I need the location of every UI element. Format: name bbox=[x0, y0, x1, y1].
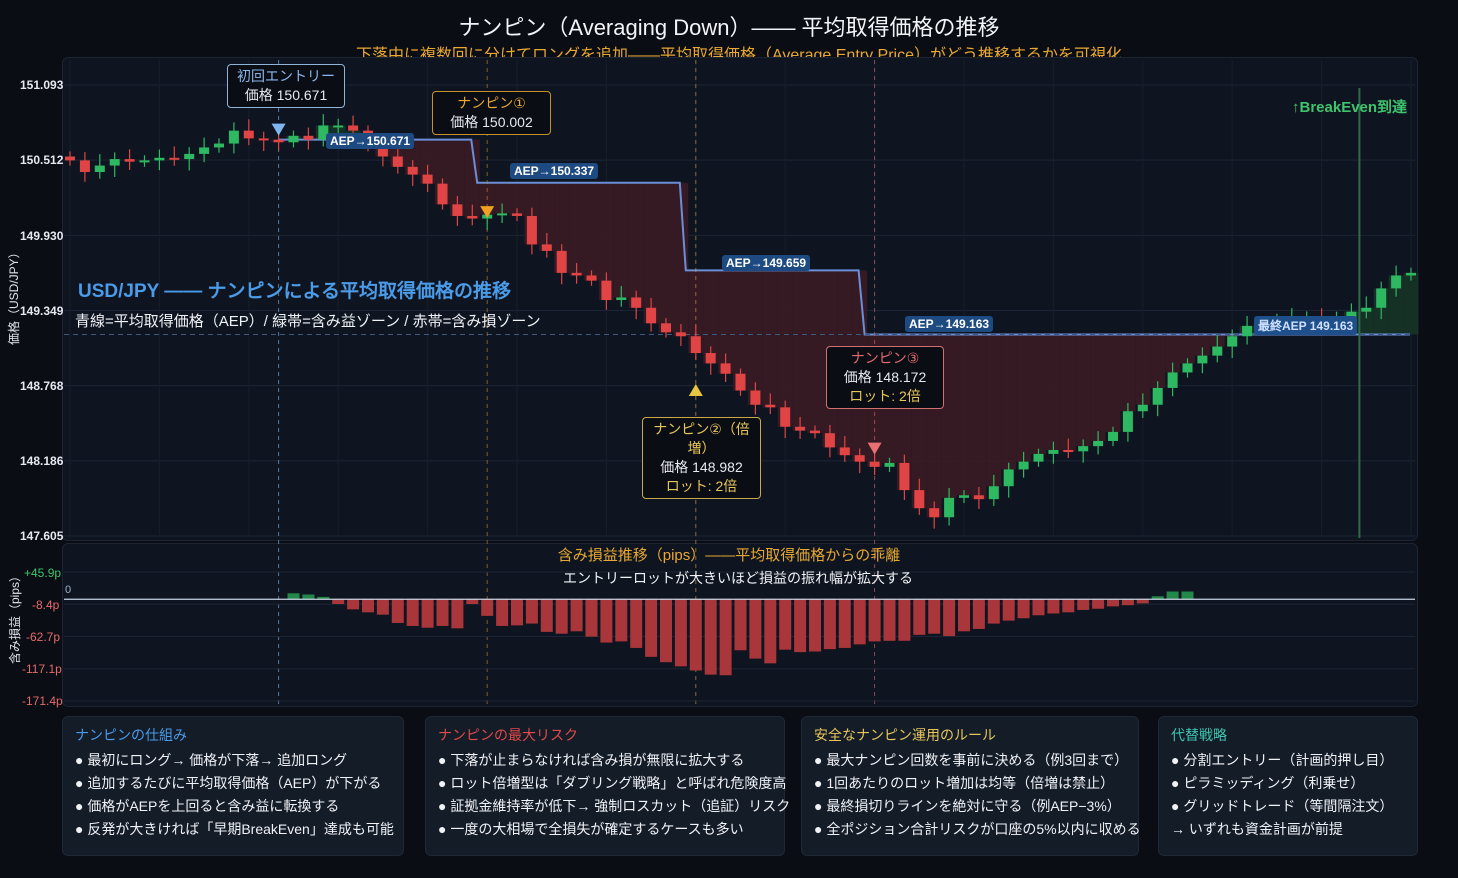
card-risk: ナンピンの最大リスク ● 下落が止まらなければ含み損が無限に拡大する ● ロット… bbox=[425, 716, 791, 856]
card-item: ● 1回あたりのロット増加は均等（倍増は禁止） bbox=[814, 775, 1115, 791]
card-alternatives: 代替戦略 ● 分割エントリー（計画的押し目） ● ピラミッディング（利乗せ） ●… bbox=[1158, 716, 1418, 856]
callout-initial-entry: 初回エントリー 価格 150.671 bbox=[227, 64, 345, 108]
y-tick: 148.186 bbox=[20, 454, 64, 468]
chart-title: ナンピン（Averaging Down）—— 平均取得価格の推移 bbox=[458, 15, 1000, 40]
card-item: ● 一度の大相場で全損失が確定するケースも多い bbox=[438, 821, 744, 837]
card-item: ● 最大ナンピン回数を事前に決める（例3回まで） bbox=[814, 752, 1129, 768]
callout-title: ナンピン③ bbox=[850, 350, 920, 366]
aep-tag-4: AEP→149.163 bbox=[905, 316, 994, 332]
card-item: ● 価格がAEPを上回ると含み益に転換する bbox=[75, 798, 340, 814]
card-title: ナンピンの最大リスク bbox=[438, 727, 578, 743]
overlay-title: USD/JPY —— ナンピンによる平均取得価格の推移 bbox=[78, 281, 511, 302]
y-tick: 150.512 bbox=[20, 153, 64, 167]
card-item: ● ロット倍増型は「ダブリング戦略」と呼ばれ危険度高 bbox=[438, 775, 787, 791]
overlay-legend: 青線=平均取得価格（AEP）/ 緑帯=含み益ゾーン / 赤帯=含み損ゾーン bbox=[75, 313, 541, 330]
callout-title: ナンピン②（倍増） bbox=[653, 421, 750, 456]
pnl-y-tick: -117.1p bbox=[22, 662, 62, 676]
card-title: ナンピンの仕組み bbox=[75, 727, 187, 743]
pnl-y-tick: -62.7p bbox=[26, 630, 61, 644]
pnl-zero-label: 0 bbox=[65, 584, 72, 596]
callout-price: 価格 148.172 bbox=[843, 369, 927, 385]
y-tick: 147.605 bbox=[20, 529, 64, 543]
callout-lot: ロット: 2倍 bbox=[665, 478, 738, 494]
callout-price: 価格 150.002 bbox=[450, 114, 533, 130]
card-item: ● 分割エントリー（計画的押し目） bbox=[1171, 752, 1394, 768]
callout-lot: ロット: 2倍 bbox=[849, 388, 921, 404]
callout-price: 価格 148.982 bbox=[660, 459, 743, 475]
y-tick: 149.349 bbox=[20, 304, 64, 318]
card-item: → いずれも資金計画が前提 bbox=[1171, 821, 1343, 837]
callout-nanpin-1: ナンピン① 価格 150.002 bbox=[432, 91, 551, 135]
aep-tag-2: AEP→150.337 bbox=[510, 163, 599, 179]
card-rules: 安全なナンピン運用のルール ● 最大ナンピン回数を事前に決める（例3回まで） ●… bbox=[801, 716, 1141, 856]
card-item: ● 最初にロング→ 価格が下落→ 追加ロング bbox=[75, 752, 348, 768]
pnl-y-tick: +45.9p bbox=[24, 566, 62, 580]
pnl-chart-subtitle: エントリーロットが大きいほど損益の振れ幅が拡大する bbox=[563, 570, 913, 586]
card-item: ● 追加するたびに平均取得価格（AEP）が下がる bbox=[75, 775, 382, 791]
card-item: ● 証拠金維持率が低下→ 強制ロスカット（追証）リスク bbox=[438, 798, 791, 814]
aep-tag-1: AEP→150.671 bbox=[326, 133, 415, 149]
pnl-y-tick: -171.4p bbox=[22, 694, 63, 708]
card-item: ● 最終損切りラインを絶対に守る（例AEP−3%） bbox=[814, 798, 1121, 814]
aep-tag-3: AEP→149.659 bbox=[722, 255, 811, 271]
card-item: ● グリッドトレード（等間隔注文） bbox=[1171, 798, 1394, 814]
y-axis-label: 価格（USD/JPY） bbox=[7, 246, 21, 345]
breakeven-label: ↑BreakEven到達 bbox=[1292, 99, 1408, 116]
y-tick: 149.930 bbox=[20, 229, 64, 243]
card-item: ● 全ポジション合計リスクが口座の5%以内に収める bbox=[814, 821, 1141, 837]
card-item: ● 下落が止まらなければ含み損が無限に拡大する bbox=[438, 752, 745, 768]
card-mechanism: ナンピンの仕組み ● 最初にロング→ 価格が下落→ 追加ロング ● 追加するたび… bbox=[62, 716, 404, 856]
callout-price: 価格 150.671 bbox=[244, 87, 328, 103]
y-tick: 148.768 bbox=[20, 379, 64, 393]
callout-title: 初回エントリー bbox=[237, 68, 335, 84]
pnl-chart-panel bbox=[62, 543, 1418, 707]
callout-nanpin-3: ナンピン③ 価格 148.172 ロット: 2倍 bbox=[826, 346, 944, 409]
y-tick: 151.093 bbox=[20, 78, 64, 92]
card-item: ● ピラミッディング（利乗せ） bbox=[1171, 775, 1365, 791]
pnl-y-tick: -8.4p bbox=[32, 598, 60, 612]
callout-title: ナンピン① bbox=[457, 95, 526, 111]
card-title: 安全なナンピン運用のルール bbox=[814, 727, 996, 743]
final-aep-tag: 最終AEP 149.163 bbox=[1254, 316, 1358, 335]
pnl-chart-title: 含み損益推移（pips）——平均取得価格からの乖離 bbox=[557, 547, 901, 564]
card-title: 代替戦略 bbox=[1171, 727, 1227, 743]
card-item: ● 反発が大きければ「早期BreakEven」達成も可能 bbox=[75, 821, 394, 837]
callout-nanpin-2: ナンピン②（倍増） 価格 148.982 ロット: 2倍 bbox=[642, 417, 761, 499]
